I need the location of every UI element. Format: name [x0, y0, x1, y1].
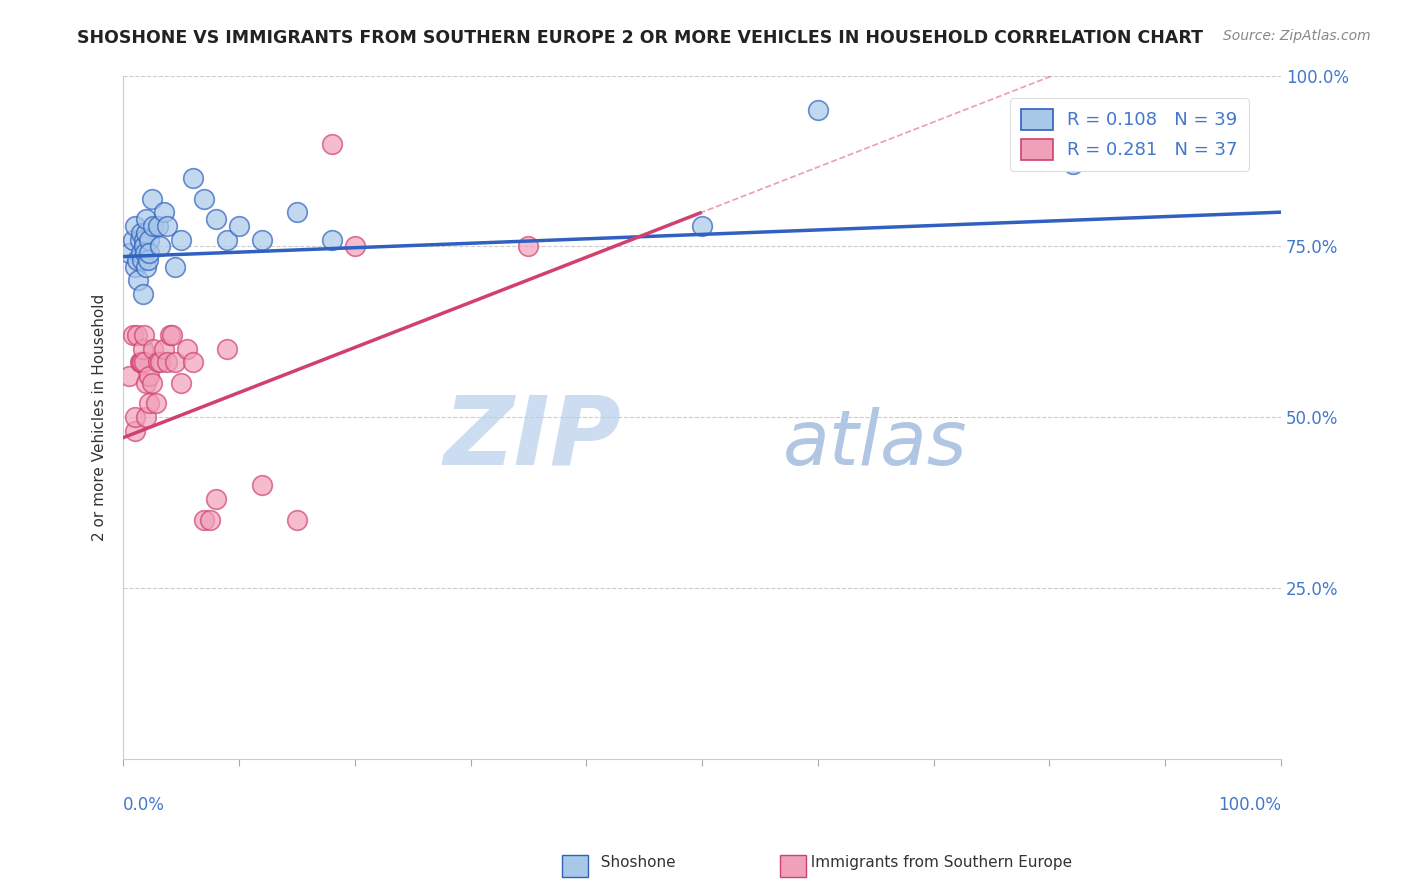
Point: [690, 219, 713, 233]
Point: [118, 369, 141, 384]
Y-axis label: 2 or more Vehicles in Household: 2 or more Vehicles in Household: [93, 293, 107, 541]
Point: [1062, 157, 1084, 171]
Point: [134, 355, 156, 369]
Point: [165, 355, 187, 369]
Point: [228, 219, 250, 233]
Text: 0.0%: 0.0%: [124, 797, 165, 814]
Point: [252, 233, 274, 247]
Point: [193, 192, 215, 206]
Point: [321, 233, 343, 247]
Point: [142, 342, 165, 356]
Point: [176, 342, 198, 356]
Point: [134, 233, 156, 247]
Point: [343, 239, 366, 253]
Point: [193, 513, 215, 527]
Point: [134, 239, 156, 253]
Point: [124, 410, 146, 425]
Point: [205, 492, 228, 507]
Point: [138, 246, 160, 260]
Point: [131, 355, 153, 369]
Text: SHOSHONE VS IMMIGRANTS FROM SOUTHERN EUROPE 2 OR MORE VEHICLES IN HOUSEHOLD CORR: SHOSHONE VS IMMIGRANTS FROM SOUTHERN EUR…: [77, 29, 1204, 46]
Point: [156, 219, 179, 233]
Point: [159, 328, 181, 343]
Point: [181, 171, 204, 186]
Text: Shoshone: Shoshone: [591, 855, 675, 870]
Point: [149, 239, 172, 253]
Point: [807, 103, 830, 117]
Point: [128, 233, 150, 247]
Point: [170, 233, 193, 247]
Point: [170, 376, 193, 390]
Point: [129, 355, 152, 369]
Point: [136, 252, 159, 267]
Point: [149, 355, 172, 369]
Point: [146, 219, 169, 233]
Point: [156, 355, 179, 369]
Point: [127, 328, 149, 343]
Point: [141, 376, 163, 390]
Text: Source: ZipAtlas.com: Source: ZipAtlas.com: [1223, 29, 1371, 43]
Point: [135, 212, 157, 227]
Point: [217, 233, 239, 247]
Point: [127, 273, 149, 287]
Point: [134, 246, 156, 260]
Point: [205, 212, 228, 227]
Point: [252, 478, 274, 492]
Legend: R = 0.108   N = 39, R = 0.281   N = 37: R = 0.108 N = 39, R = 0.281 N = 37: [1010, 98, 1249, 170]
Point: [138, 396, 160, 410]
Point: [517, 239, 540, 253]
Point: [145, 396, 167, 410]
Text: atlas: atlas: [783, 408, 967, 482]
Point: [138, 369, 160, 384]
Point: [121, 328, 143, 343]
Point: [153, 205, 176, 219]
Point: [135, 260, 157, 274]
Point: [321, 136, 343, 151]
Text: 100.0%: 100.0%: [1218, 797, 1281, 814]
Point: [129, 226, 152, 240]
Point: [129, 246, 152, 260]
Point: [135, 410, 157, 425]
Point: [135, 376, 157, 390]
Point: [128, 355, 150, 369]
Point: [124, 424, 146, 438]
Text: Immigrants from Southern Europe: Immigrants from Southern Europe: [801, 855, 1073, 870]
Point: [124, 219, 146, 233]
Point: [127, 252, 149, 267]
Point: [135, 226, 157, 240]
Point: [181, 355, 204, 369]
Point: [198, 513, 221, 527]
Point: [142, 219, 165, 233]
Point: [153, 342, 176, 356]
Point: [118, 246, 141, 260]
Point: [217, 342, 239, 356]
Point: [132, 287, 155, 301]
Point: [141, 192, 163, 206]
Point: [124, 260, 146, 274]
Point: [121, 233, 143, 247]
Text: ZIP: ZIP: [443, 392, 621, 484]
Point: [160, 328, 183, 343]
Point: [285, 513, 308, 527]
Point: [132, 342, 155, 356]
Point: [146, 355, 169, 369]
Point: [134, 328, 156, 343]
Point: [138, 233, 160, 247]
Point: [285, 205, 308, 219]
Point: [165, 260, 187, 274]
Point: [131, 252, 153, 267]
